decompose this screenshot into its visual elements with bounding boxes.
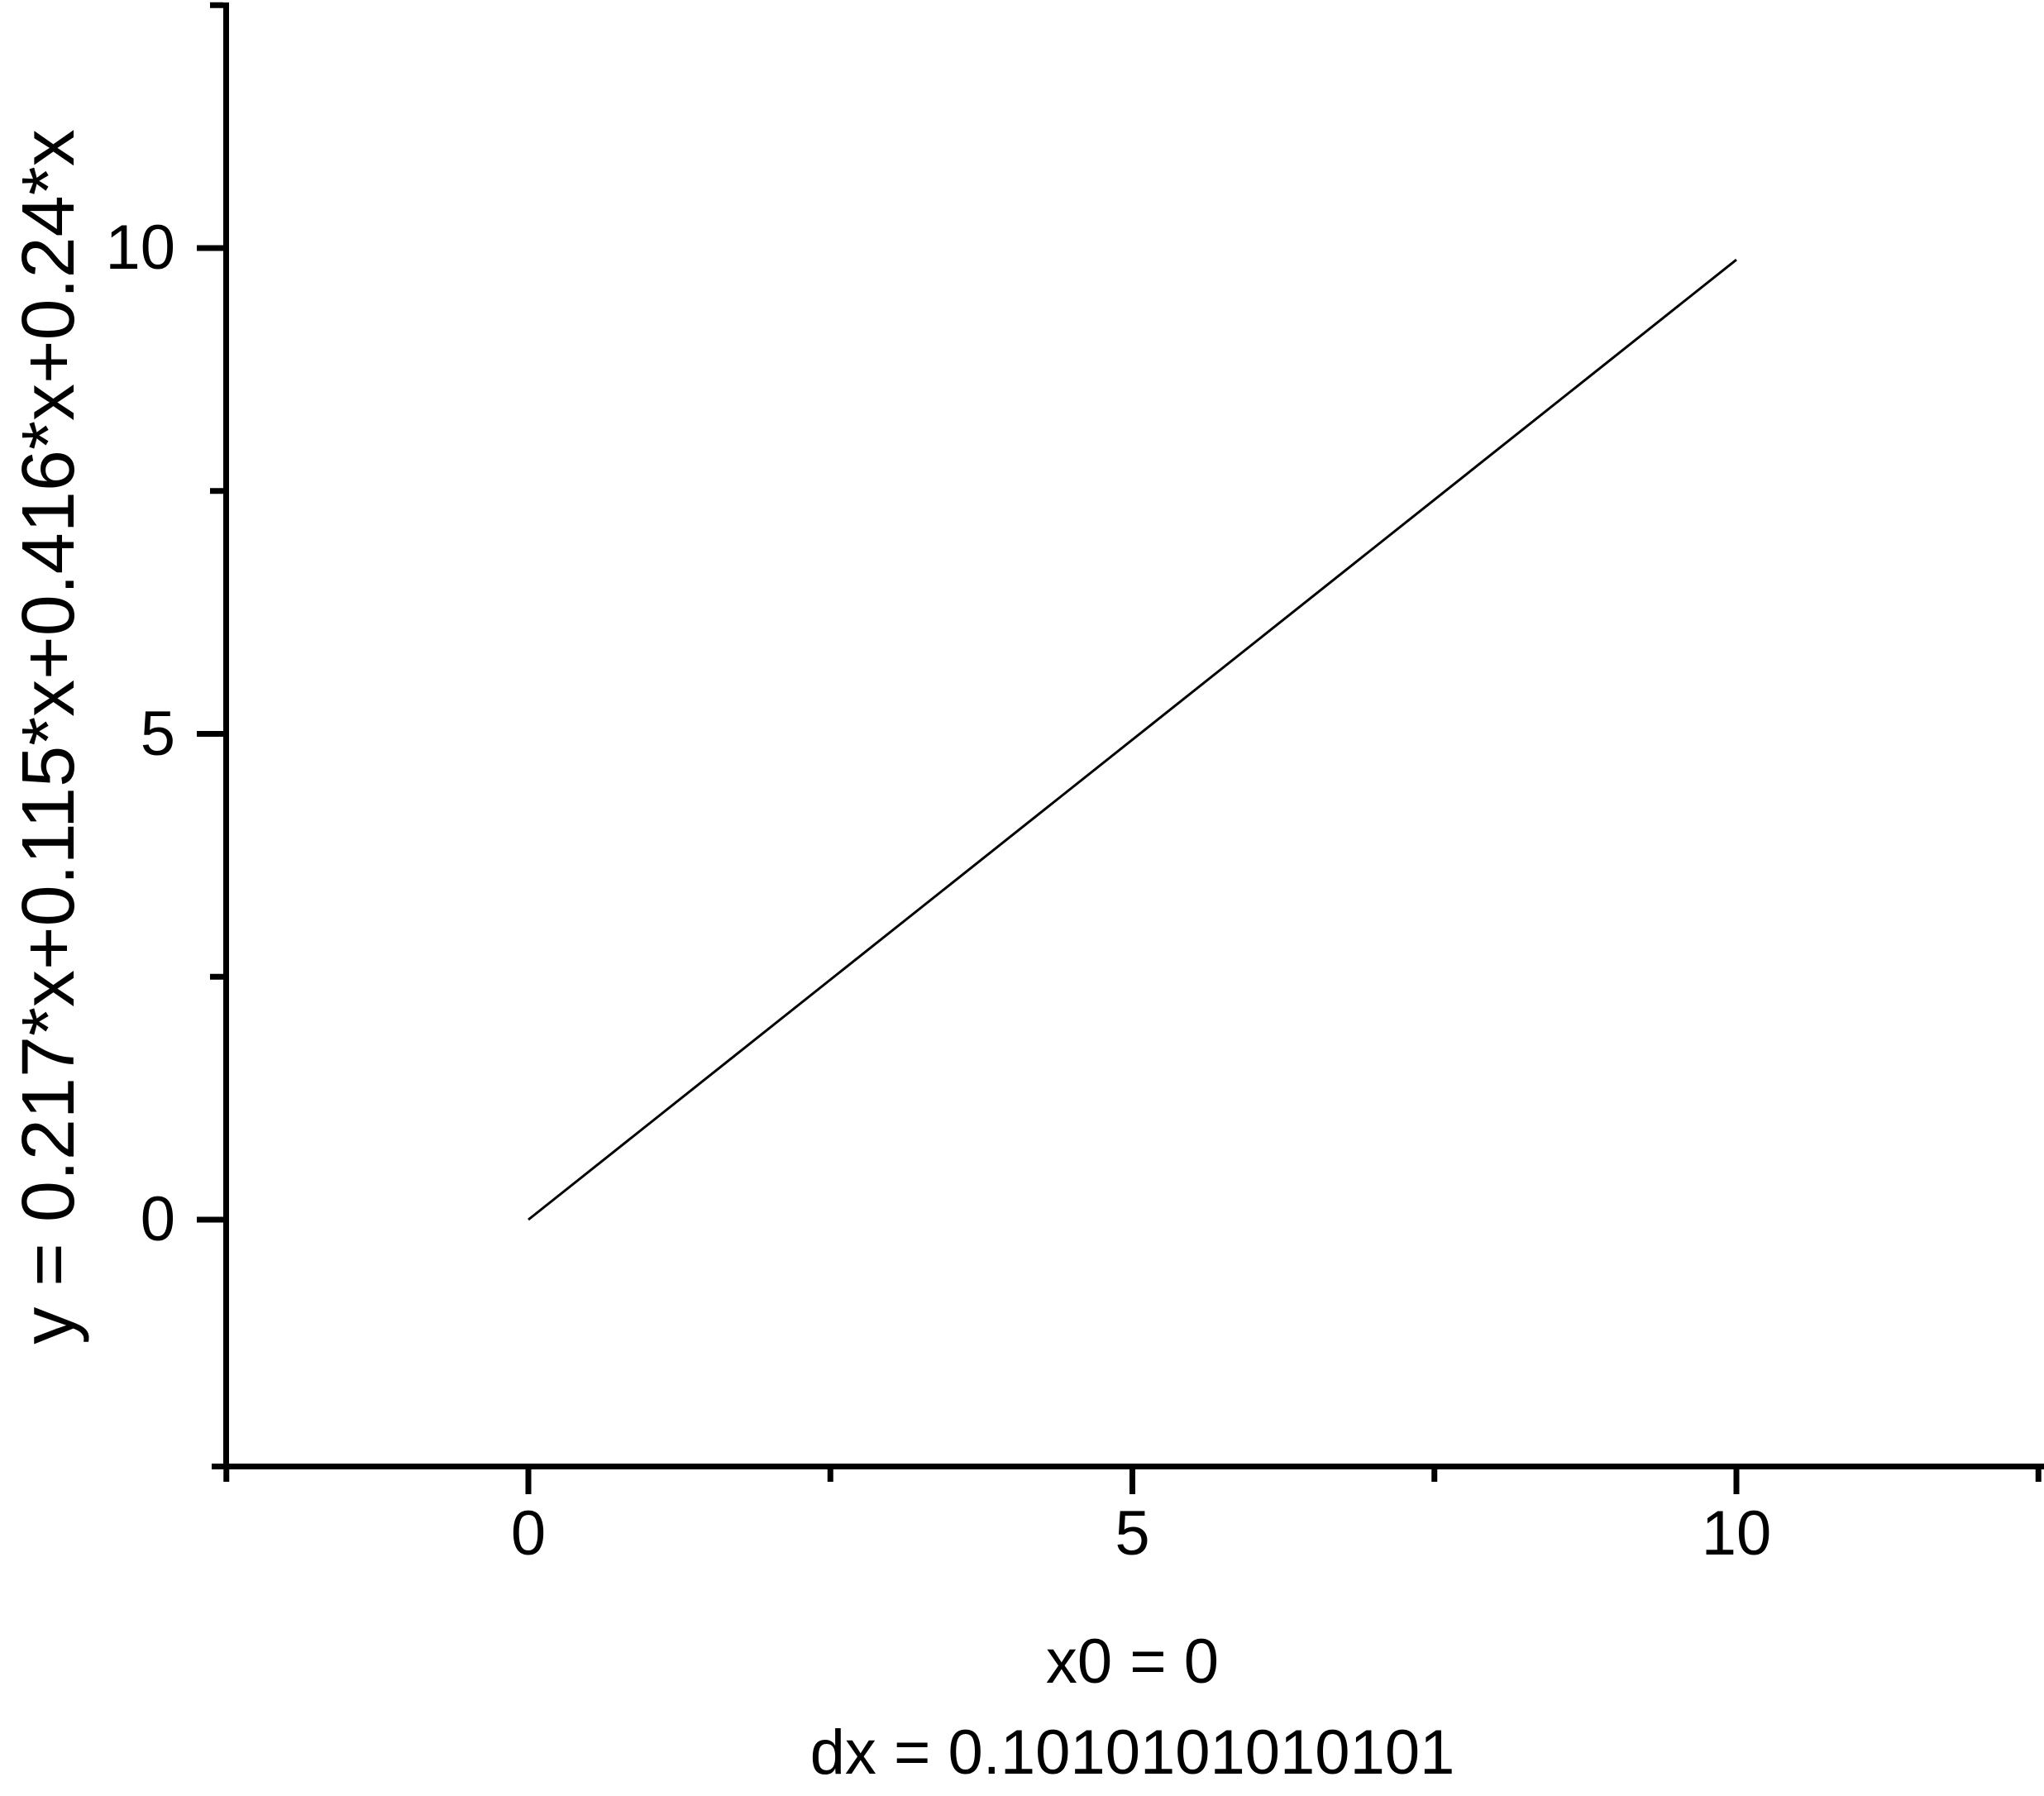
- x-axis-subtitle-x0: x0 = 0: [1045, 1626, 1220, 1697]
- x-tick-label: 10: [1701, 1498, 1772, 1569]
- y-tick-label: 10: [105, 213, 175, 283]
- data-line: [528, 258, 1737, 1221]
- x-axis-subtitle-dx: dx = 0.1010101010101: [809, 1717, 1455, 1788]
- y-tick-label: 0: [140, 1184, 175, 1254]
- y-tick-label: 5: [140, 698, 175, 769]
- x-tick-label: 5: [1115, 1498, 1150, 1569]
- x-tick-label: 0: [510, 1498, 547, 1569]
